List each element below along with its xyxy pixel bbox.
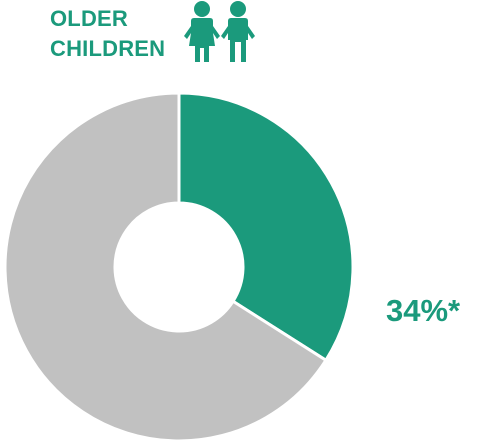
two-children-icon [184,1,255,62]
slice-highlight [177,91,355,363]
data-label: 34%* [386,293,461,328]
child-figure-left-icon [184,1,220,62]
title-line-2: CHILDREN [50,36,166,61]
title-line-1: OLDER [50,6,128,31]
donut-slices [3,91,355,443]
child-figure-right-icon [221,1,255,62]
slice-remainder [3,91,328,443]
chart-title: OLDER CHILDREN [50,4,165,64]
